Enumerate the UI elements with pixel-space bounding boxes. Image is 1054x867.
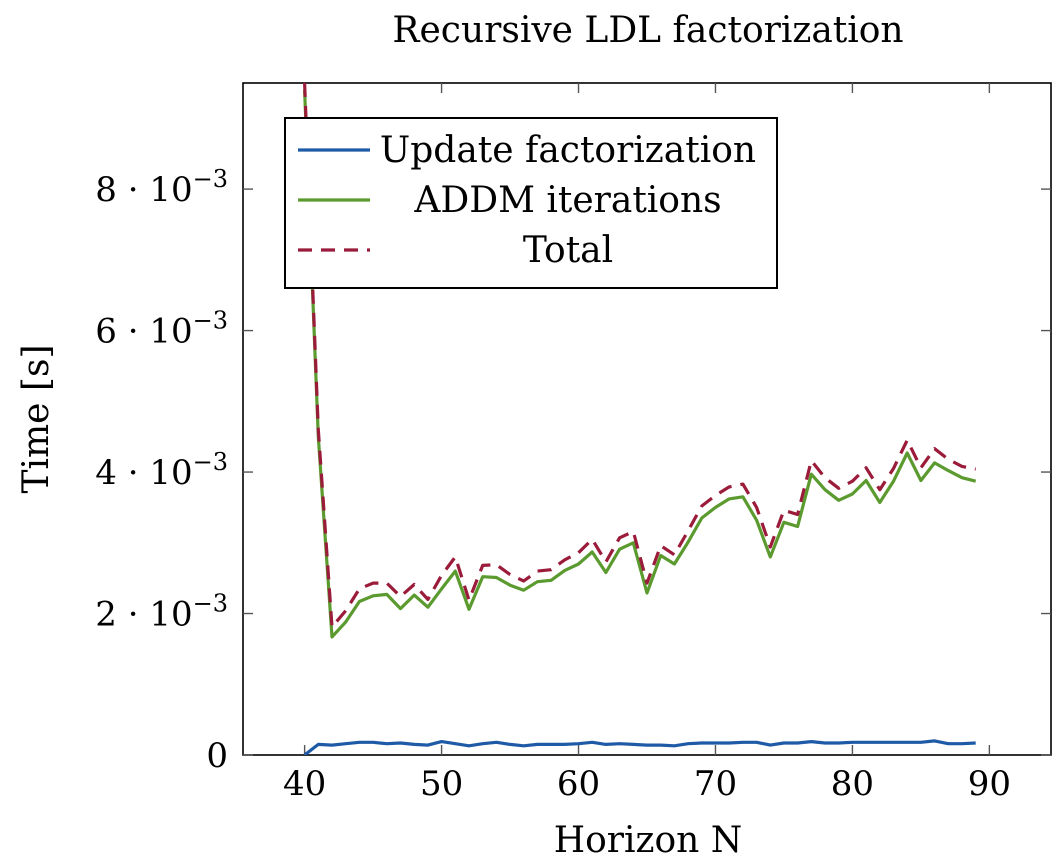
legend-label-3: Total [523, 230, 613, 271]
y-axis-label: Time [s] [16, 345, 57, 494]
y-tick-label: 4 · 10−3 [95, 448, 228, 493]
x-tick-label: 50 [420, 764, 463, 804]
y-tick-label: 8 · 10−3 [95, 165, 228, 210]
x-tick-label: 70 [694, 764, 737, 804]
legend: Update factorization ADDM iterations Total [284, 117, 778, 289]
y-tick-label: 0 [206, 736, 228, 776]
series-line-1 [303, 739, 976, 755]
x-tick-label: 60 [557, 764, 600, 804]
series-layer [303, 83, 977, 755]
x-tick-label: 40 [283, 764, 326, 804]
series-line-3 [303, 83, 977, 629]
y-axis: 0 2 · 10−3 4 · 10−3 6 · 10−3 8 · 10−3 [95, 165, 1051, 776]
y-tick-label: 6 · 10−3 [95, 307, 228, 352]
series-line-2 [303, 90, 977, 639]
x-tick-label: 80 [831, 764, 874, 804]
y-tick-label: 2 · 10−3 [95, 590, 228, 635]
chart-title: Recursive LDL factorization [392, 10, 903, 51]
x-axis-label: Horizon N [554, 820, 743, 861]
legend-label-2: ADDM iterations [413, 180, 721, 221]
plot-area-frame [242, 82, 1052, 756]
legend-box [284, 117, 778, 289]
legend-label-1: Update factorization [380, 130, 756, 171]
x-axis: 40 50 60 70 80 90 [283, 83, 1011, 804]
x-tick-label: 90 [968, 764, 1011, 804]
